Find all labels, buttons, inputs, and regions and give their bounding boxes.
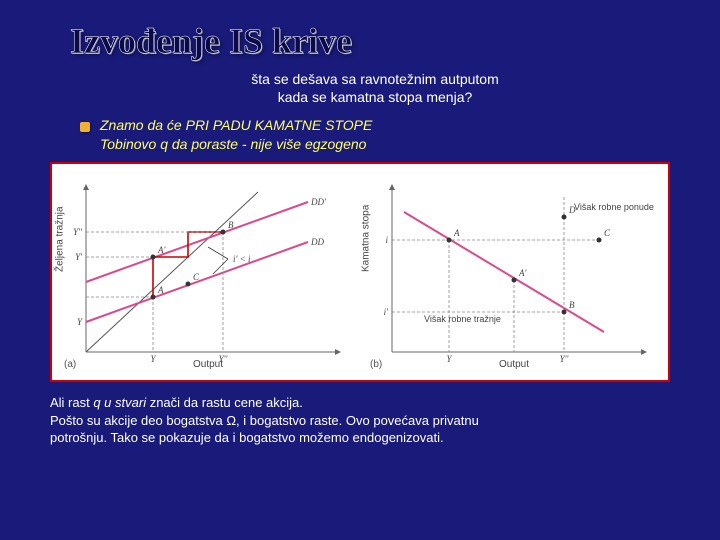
panel-a-ylabel: Željena tražnja: [55, 207, 66, 273]
slide-title: Izvođenje IS krive: [70, 20, 680, 62]
bottom-line2: Pošto su akcije deo bogatstva Ω, i bogat…: [50, 413, 479, 428]
svg-text:Y: Y: [77, 317, 83, 327]
panel-a-xlabel: Output: [193, 359, 223, 370]
subtitle: šta se dešava sa ravnotežnim autputom ka…: [165, 70, 585, 106]
svg-text:A': A': [157, 245, 166, 255]
svg-text:Višak robne tražnje: Višak robne tražnje: [424, 314, 501, 324]
svg-text:Y: Y: [446, 354, 452, 364]
panel-b-xlabel: Output: [499, 359, 529, 370]
svg-text:Y: Y: [150, 354, 156, 364]
svg-text:Y': Y': [75, 252, 83, 262]
svg-text:A: A: [453, 228, 460, 238]
svg-text:i': i': [384, 307, 390, 317]
svg-text:Y'': Y'': [73, 227, 83, 237]
emphasis-block: Znamo da će PRI PADU KAMATNE STOPE Tobin…: [80, 116, 680, 154]
svg-text:i' < i: i' < i: [233, 254, 251, 264]
panel-b: ADCA'Bii'YY''Višak robne ponudeVišak rob…: [364, 172, 664, 372]
panel-b-ylabel: Kamatna stopa: [361, 205, 372, 272]
svg-text:B: B: [569, 300, 575, 310]
svg-text:i: i: [385, 235, 388, 245]
bottom-line1-ital: q u stvari: [93, 395, 146, 410]
svg-text:DD: DD: [310, 237, 324, 247]
emphasis-line1: Znamo da će PRI PADU KAMATNE STOPE: [100, 117, 372, 133]
panel-a: DDDD'ACA'BYY'Y''YY''i' < i (a) Output Že…: [58, 172, 358, 372]
panel-b-svg: ADCA'Bii'YY''Višak robne ponudeVišak rob…: [364, 172, 664, 372]
svg-text:A: A: [157, 285, 164, 295]
bullet-icon: [80, 122, 90, 132]
bottom-text: Ali rast q u stvari znači da rastu cene …: [50, 394, 680, 447]
svg-text:C: C: [193, 272, 200, 282]
panel-a-label: (a): [64, 359, 76, 370]
svg-text:B: B: [228, 220, 234, 230]
emphasis-text: Znamo da će PRI PADU KAMATNE STOPE Tobin…: [100, 116, 372, 154]
panel-b-label: (b): [370, 359, 382, 370]
subtitle-line1: šta se dešava sa ravnotežnim autputom: [251, 71, 498, 87]
bottom-line1-suffix: znači da rastu cene akcija.: [146, 395, 303, 410]
bottom-line3: potrošnju. Tako se pokazuje da i bogatst…: [50, 430, 444, 445]
emphasis-line2: Tobinovo q da poraste - nije više egzoge…: [100, 136, 366, 152]
svg-text:Višak robne ponude: Višak robne ponude: [574, 202, 654, 212]
svg-text:A': A': [518, 268, 527, 278]
svg-text:Y'': Y'': [560, 354, 570, 364]
svg-text:C: C: [604, 228, 611, 238]
svg-text:DD': DD': [310, 197, 327, 207]
figure: DD DD' A C A' B Y Y' Y'' Y Y'' i' < i (a) Output Že…: [50, 162, 670, 382]
bottom-line1-prefix: Ali rast: [50, 395, 93, 410]
panel-a-svg: DDDD'ACA'BYY'Y''YY''i' < i: [58, 172, 358, 372]
slide: Izvođenje IS krive šta se dešava sa ravn…: [0, 0, 720, 540]
subtitle-line2: kada se kamatna stopa menja?: [278, 89, 473, 105]
